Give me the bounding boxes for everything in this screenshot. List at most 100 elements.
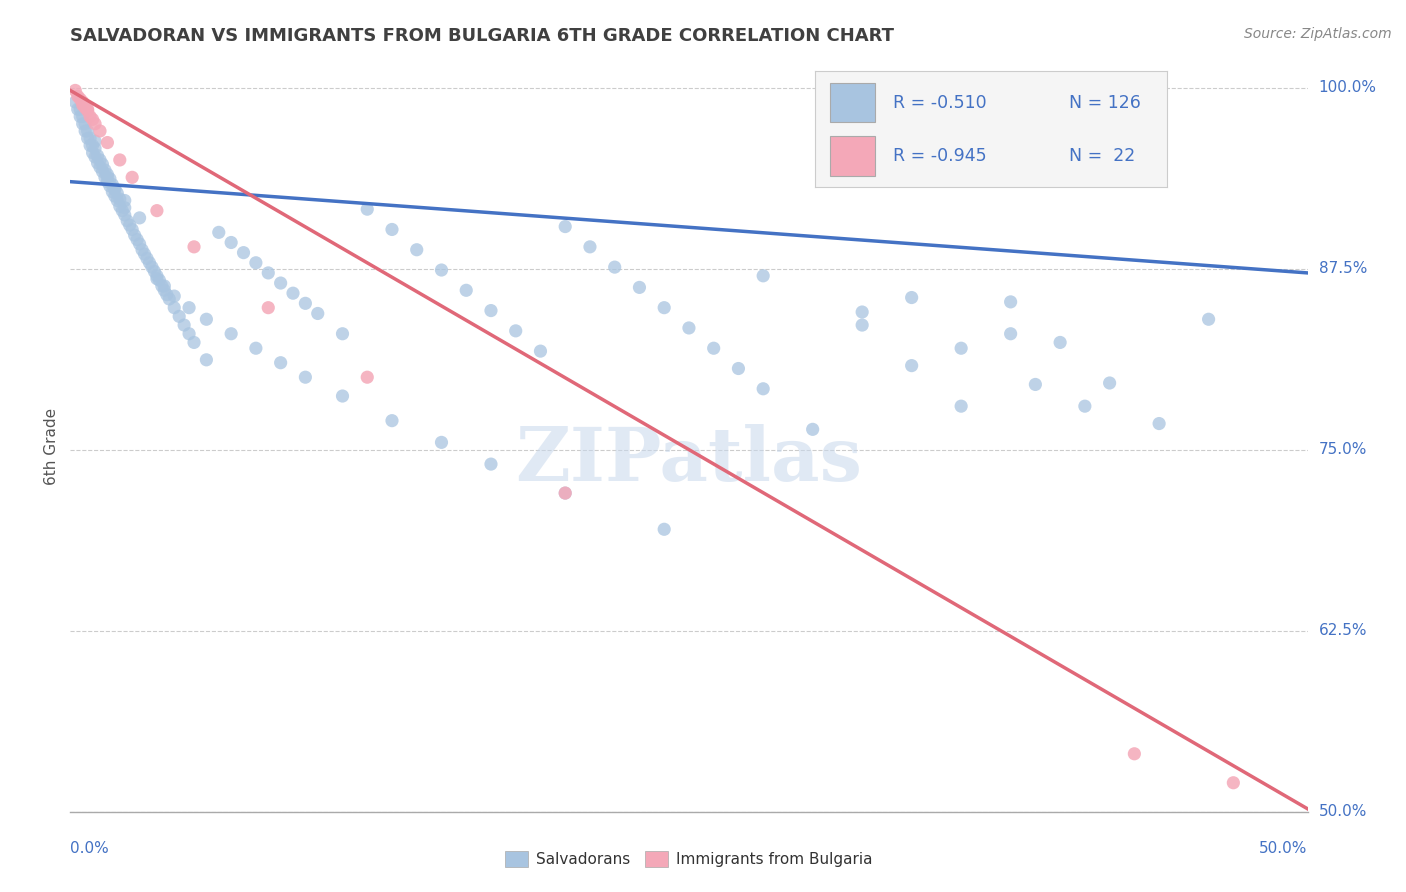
Point xyxy=(86,148,108,162)
Point xyxy=(245,256,267,270)
Point xyxy=(79,138,101,153)
Point xyxy=(381,414,404,428)
Text: R = -0.945: R = -0.945 xyxy=(893,147,987,165)
Point xyxy=(219,235,242,250)
Point xyxy=(94,170,117,185)
Point xyxy=(183,335,205,350)
Point xyxy=(628,280,651,294)
Point xyxy=(114,208,136,222)
Text: 50.0%: 50.0% xyxy=(1260,841,1308,856)
Text: 87.5%: 87.5% xyxy=(1319,261,1367,276)
Point xyxy=(105,194,128,208)
FancyBboxPatch shape xyxy=(830,83,875,122)
Point xyxy=(128,211,150,225)
Point xyxy=(294,296,316,310)
Point xyxy=(1049,335,1071,350)
Point xyxy=(98,171,121,186)
Point xyxy=(554,486,576,500)
Text: R = -0.510: R = -0.510 xyxy=(893,94,987,112)
Point xyxy=(89,124,111,138)
Point xyxy=(1000,326,1022,341)
Point xyxy=(104,182,127,196)
Text: N = 126: N = 126 xyxy=(1069,94,1140,112)
Point xyxy=(851,318,873,332)
Point xyxy=(76,103,98,118)
FancyBboxPatch shape xyxy=(830,136,875,176)
Point xyxy=(479,303,502,318)
Point xyxy=(183,240,205,254)
Point xyxy=(121,222,143,236)
Point xyxy=(356,202,378,217)
Point xyxy=(1123,747,1146,761)
Point xyxy=(1024,377,1046,392)
Point xyxy=(195,352,218,367)
Point xyxy=(156,287,179,301)
Point xyxy=(150,279,173,293)
Point xyxy=(91,164,114,178)
Point xyxy=(65,95,87,109)
Point xyxy=(86,156,108,170)
Point xyxy=(195,312,218,326)
Point xyxy=(356,370,378,384)
Text: 75.0%: 75.0% xyxy=(1319,442,1367,457)
Point xyxy=(652,301,675,315)
Point xyxy=(131,243,153,257)
Point xyxy=(111,203,134,218)
Point xyxy=(79,110,101,124)
Point xyxy=(104,182,127,196)
Point xyxy=(153,279,176,293)
Point xyxy=(177,326,200,341)
Point xyxy=(307,306,329,320)
Point xyxy=(118,218,141,232)
Point xyxy=(96,168,118,182)
Point xyxy=(94,163,117,178)
Point xyxy=(82,112,104,127)
Point xyxy=(294,370,316,384)
Legend: Salvadorans, Immigrants from Bulgaria: Salvadorans, Immigrants from Bulgaria xyxy=(499,846,879,873)
Point xyxy=(332,389,354,403)
Point xyxy=(91,157,114,171)
Point xyxy=(84,150,107,164)
Point xyxy=(950,341,973,355)
Point xyxy=(127,233,149,247)
Point xyxy=(66,102,89,116)
Point xyxy=(76,131,98,145)
Text: 50.0%: 50.0% xyxy=(1319,805,1367,819)
Point xyxy=(177,301,200,315)
Point xyxy=(1222,776,1244,790)
Point xyxy=(1098,376,1121,390)
Point xyxy=(257,301,280,315)
Y-axis label: 6th Grade: 6th Grade xyxy=(44,408,59,484)
Point xyxy=(163,289,186,303)
Point xyxy=(603,260,626,274)
Point xyxy=(173,318,195,332)
Point xyxy=(134,247,156,261)
Point xyxy=(167,310,190,324)
Point xyxy=(75,124,97,138)
Point xyxy=(84,134,107,148)
Point xyxy=(554,486,576,500)
Point xyxy=(270,276,292,290)
Point xyxy=(72,117,94,131)
Point xyxy=(900,359,922,373)
Point xyxy=(430,263,453,277)
Point xyxy=(1074,399,1097,413)
Point xyxy=(405,243,427,257)
Point xyxy=(89,153,111,167)
Point xyxy=(76,124,98,138)
Point xyxy=(281,286,304,301)
Point xyxy=(219,326,242,341)
Text: SALVADORAN VS IMMIGRANTS FROM BULGARIA 6TH GRADE CORRELATION CHART: SALVADORAN VS IMMIGRANTS FROM BULGARIA 6… xyxy=(70,27,894,45)
Point xyxy=(105,186,128,201)
Point xyxy=(96,136,118,150)
Point xyxy=(136,252,159,266)
Point xyxy=(98,179,121,194)
Point xyxy=(79,131,101,145)
Point xyxy=(69,102,91,116)
Point xyxy=(678,321,700,335)
Point xyxy=(108,199,131,213)
Point xyxy=(124,228,146,243)
Point xyxy=(752,268,775,283)
Point xyxy=(108,153,131,167)
Point xyxy=(153,283,176,297)
